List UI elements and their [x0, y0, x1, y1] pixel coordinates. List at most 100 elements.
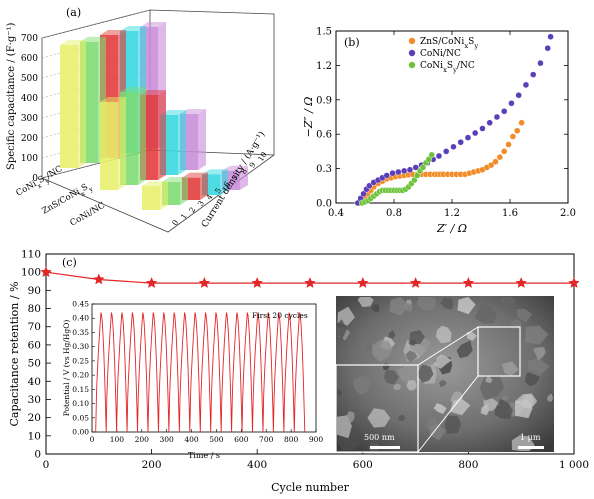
panel-b-point: [412, 164, 419, 171]
panel-a-y-tick-label: 600: [21, 54, 38, 64]
sem-scalebar-right-label: 1 μm: [520, 433, 541, 442]
panel-c-x-tick-label: 400: [247, 459, 267, 471]
panel-a-x-tick-label: 9: [247, 160, 257, 169]
panel-b-y-tick-label: 0.9: [316, 95, 332, 106]
sem-grain: [337, 319, 348, 340]
inset-y-tick-label: 0.35: [72, 328, 89, 337]
panel-a-bar-top: [140, 22, 166, 27]
panel-a-bar-top: [142, 181, 168, 186]
panel-b-ylabel: −Z″ / Ω: [302, 97, 315, 138]
sem-grain: [533, 347, 546, 361]
sem-grain: [547, 393, 553, 403]
panel-c-y-tick-label: 80: [28, 303, 41, 315]
sem-grain: [439, 380, 447, 388]
panel-a-bar-top: [100, 30, 126, 35]
panel-a-x-tick-label: 5: [213, 186, 223, 195]
inset-y-tick-label: 0.20: [72, 371, 89, 380]
panel-c-y-tick-label: 0: [34, 449, 41, 461]
inset-x-tick-label: 500: [209, 435, 224, 444]
panel-b-point: [509, 133, 517, 140]
sem-grain: [405, 350, 418, 362]
inset-x-tick-label: 700: [259, 435, 274, 444]
sem-grain: [433, 403, 447, 414]
panel-a-bar-side: [220, 169, 228, 195]
sem-scalebar-right: [518, 446, 544, 449]
panel-b-points: [354, 33, 554, 207]
panel-b-x-tick-label: 1.6: [502, 208, 518, 219]
panel-a-x-tick-label: 0: [170, 218, 180, 227]
panel-b-legend-marker: [408, 61, 416, 69]
panel-b-ticks: 0.4 0.8 1.2 1.6 2.0 0.0 0.3 0.6 0.9 1.2 1.5: [316, 27, 576, 220]
panel-c-y-tick-label: 90: [28, 285, 41, 297]
panel-b-x-tick-label: 1.2: [444, 208, 460, 219]
panel-b-point: [428, 151, 435, 159]
sem-zoom-line-top: [417, 326, 479, 366]
inset-y-tick-label: 0.25: [72, 356, 89, 365]
panel-b-point: [492, 158, 499, 165]
inset-x-tick-label: 800: [284, 435, 299, 444]
panel-c-ticks: 0 200 400 600 800 1 000 0 10 20 30 40 50 60 70 80 90 100…: [21, 249, 589, 472]
sem-scalebar-left: [370, 446, 400, 449]
inset-y-tick-label: 0.05: [72, 413, 89, 422]
panel-a-x-tick-label: 1: [179, 212, 189, 221]
panel-a-bar-top: [160, 110, 186, 115]
panel-b-x-tick-label: 0.8: [386, 208, 402, 219]
sem-grain: [418, 364, 434, 383]
sem-grain: [457, 297, 476, 315]
inset-ylabel: Potential / V (vs Hg/HgO): [62, 320, 71, 417]
inset-x-tick-label: 200: [135, 435, 150, 444]
inset-y-tick-label: 0.45: [72, 300, 89, 309]
sem-grain: [435, 325, 452, 344]
panel-a-bar-side: [160, 181, 168, 210]
panel-b-point: [360, 190, 367, 198]
panel-b-point: [472, 129, 479, 137]
sem-grain: [429, 424, 446, 441]
panel-b-point: [479, 125, 486, 132]
panel-b-x-tick-label: 2.0: [560, 208, 576, 219]
sem-zoom-line-bottom: [417, 375, 479, 453]
sem-grain: [501, 361, 519, 376]
sem-grain: [502, 395, 509, 401]
panel-b-legend-marker: [408, 49, 416, 57]
panel-a-bar-front: [60, 45, 78, 168]
panel-c-y-tick-label: 60: [28, 339, 41, 351]
sem-grain: [389, 297, 409, 316]
inset-x-tick-label: 100: [110, 435, 125, 444]
panel-a-y-tick-label: 500: [21, 74, 38, 84]
panel-a-x-tick-label: 6: [222, 180, 232, 189]
sem-grain: [432, 410, 438, 417]
panel-c-y-tick-label: 30: [28, 394, 41, 406]
inset-x-tick-label: 0: [90, 435, 95, 444]
panel-a-bar-front: [100, 102, 118, 190]
panel-b-point: [383, 172, 390, 179]
panel-a-y-tick-label: 300: [21, 114, 38, 124]
panel-b-point: [508, 100, 515, 107]
sem-zoom-frame: [477, 326, 521, 377]
sem-image: 500 nm 1 μm: [335, 296, 554, 453]
panel-c-star-marker: [40, 266, 52, 277]
panel-a-gridline: [41, 9, 151, 39]
panel-b-point: [389, 169, 396, 177]
panel-c-x-tick-label: 600: [353, 459, 373, 471]
panel-c-star-marker: [251, 277, 263, 288]
inset-x-tick-label: 300: [160, 435, 175, 444]
panel-a-depth-label: CoNixSy/NC: [15, 164, 66, 201]
sem-grain: [372, 339, 393, 362]
panel-a-bar-side: [158, 90, 166, 180]
panel-c-star-marker: [304, 277, 316, 288]
panel-a-bar-side: [180, 176, 188, 205]
panel-c-ylabel: Capacitance retention / %: [8, 281, 21, 426]
panel-c-y-tick-label: 40: [28, 376, 41, 388]
panel-c-star-marker: [568, 277, 580, 288]
panel-b-legend-label: CoNi/NC: [420, 49, 461, 59]
panel-b-legend-label: CoNixSy/NC: [420, 61, 475, 74]
sem-grain: [408, 330, 425, 345]
panel-a-bar-top: [182, 172, 208, 178]
panel-a-bar: [100, 97, 126, 190]
sem-grain: [494, 398, 513, 419]
panel-c-xlabel: Cycle number: [271, 481, 349, 494]
panel-c-y-tick-label: 10: [28, 430, 41, 442]
panel-b-xlabel: Z′ / Ω: [436, 222, 467, 235]
panel-b-y-tick-label: 1.2: [316, 61, 332, 72]
